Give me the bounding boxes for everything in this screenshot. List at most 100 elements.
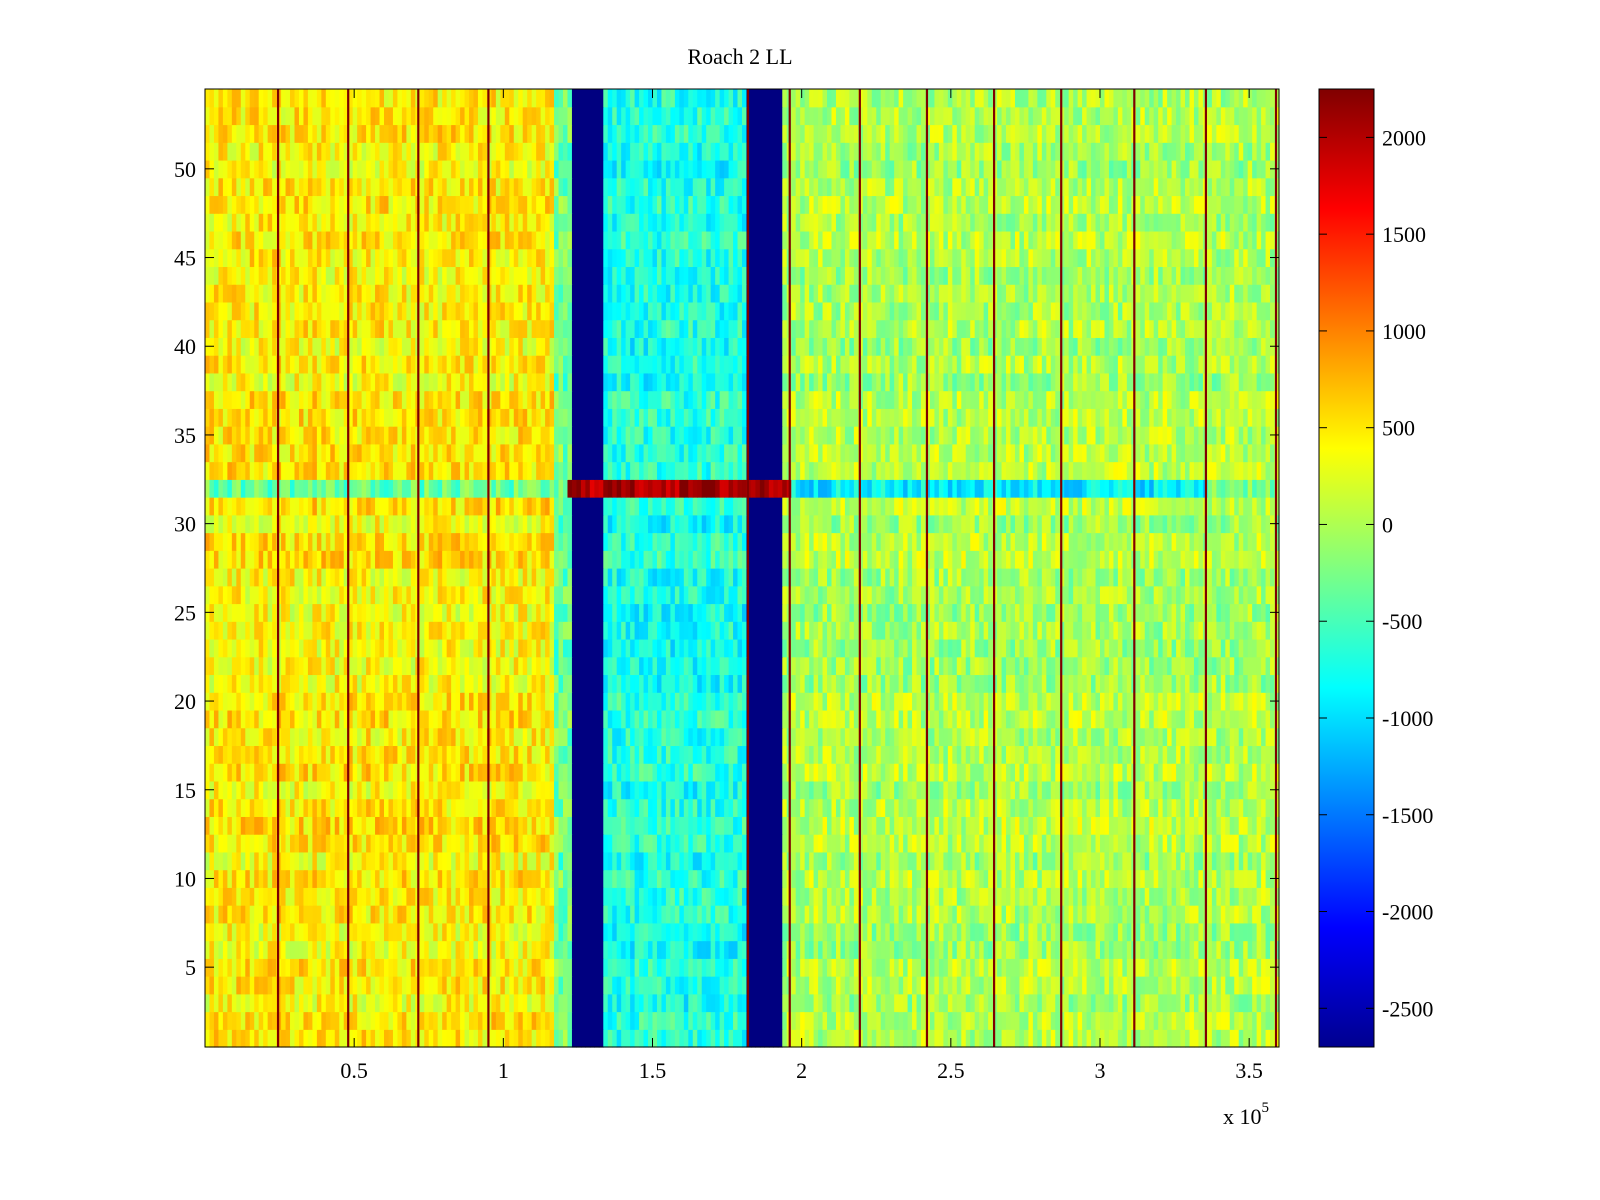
heatmap-cell	[1189, 851, 1195, 871]
heatmap-cell	[921, 834, 927, 853]
heatmap-cell	[460, 745, 466, 764]
heatmap-cell	[661, 674, 667, 693]
heatmap-cell	[509, 780, 515, 800]
heatmap-cell	[1207, 780, 1213, 800]
heatmap-cell	[607, 816, 613, 835]
heatmap-cell	[504, 905, 510, 924]
heatmap-cell	[755, 798, 761, 817]
heatmap-cell	[321, 692, 327, 711]
heatmap-cell	[406, 674, 412, 693]
heatmap-cell	[419, 1029, 425, 1048]
heatmap-cell	[616, 940, 622, 959]
heatmap-cell	[724, 834, 730, 853]
heatmap-cell	[433, 976, 439, 995]
heatmap-cell	[1041, 958, 1047, 977]
heatmap-cell	[536, 816, 542, 835]
heatmap-cell	[795, 940, 801, 959]
heatmap-cell	[460, 905, 466, 924]
heatmap-cell	[885, 798, 891, 817]
heatmap-cell	[1135, 976, 1141, 995]
heatmap-cell	[231, 905, 237, 924]
heatmap-cell	[728, 780, 734, 800]
heatmap-cell	[379, 905, 385, 924]
heatmap-cell	[343, 692, 349, 711]
heatmap-cell	[1180, 692, 1186, 711]
heatmap-cell	[437, 887, 443, 906]
heatmap-cell	[634, 709, 640, 729]
heatmap-cell	[518, 674, 524, 693]
heatmap-cell	[1216, 1029, 1222, 1048]
heatmap-cell	[665, 1011, 671, 1030]
heatmap-cell	[947, 922, 953, 942]
heatmap-cell	[1104, 816, 1110, 835]
heatmap-cell	[840, 958, 846, 977]
heatmap-cell	[482, 976, 488, 995]
heatmap-cell	[384, 763, 390, 782]
heatmap-cell	[755, 674, 761, 693]
heatmap-cell	[1211, 851, 1217, 871]
heatmap-cell	[652, 958, 658, 977]
heatmap-cell	[921, 851, 927, 871]
heatmap-cell	[603, 816, 609, 835]
heatmap-cell	[791, 993, 797, 1013]
heatmap-cell	[1001, 993, 1007, 1013]
heatmap-cell	[209, 816, 215, 835]
heatmap-cell	[567, 887, 573, 906]
heatmap-cell	[661, 798, 667, 817]
heatmap-cell	[352, 993, 358, 1013]
heatmap-cell	[580, 1029, 586, 1048]
heatmap-cell	[849, 1029, 855, 1048]
heatmap-cell	[965, 922, 971, 942]
heatmap-cell	[370, 940, 376, 959]
heatmap-cell	[419, 905, 425, 924]
heatmap-cell	[777, 887, 783, 906]
heatmap-cell	[921, 692, 927, 711]
heatmap-cell	[240, 905, 246, 924]
heatmap-cell	[835, 780, 842, 800]
heatmap-cell	[880, 976, 886, 995]
heatmap-cell	[648, 940, 654, 959]
heatmap-cell	[263, 709, 269, 729]
heatmap-cell	[630, 851, 636, 871]
heatmap-cell	[871, 976, 877, 995]
heatmap-cell	[961, 887, 967, 906]
heatmap-cell	[545, 1029, 551, 1048]
heatmap-cell	[1091, 993, 1097, 1013]
heatmap-cell	[1028, 958, 1034, 977]
heatmap-cell	[401, 816, 407, 835]
heatmap-cell	[339, 834, 345, 853]
heatmap-cell	[446, 709, 452, 729]
heatmap-cell	[831, 940, 837, 959]
heatmap-cell	[1243, 745, 1249, 764]
heatmap-cell	[594, 851, 600, 871]
heatmap-cell	[697, 851, 703, 871]
heatmap-cell	[719, 993, 725, 1013]
heatmap-cell	[1153, 763, 1159, 782]
heatmap-cell	[742, 869, 748, 888]
heatmap-cell	[1055, 834, 1061, 853]
heatmap-cell	[258, 763, 264, 782]
heatmap-cell	[294, 922, 300, 942]
heatmap-cell	[871, 780, 877, 800]
heatmap-cell	[809, 887, 815, 906]
heatmap-cell	[818, 905, 824, 924]
heatmap-cell	[1162, 940, 1168, 959]
heatmap-cell	[536, 905, 542, 924]
heatmap-cell	[339, 780, 345, 800]
heatmap-cell	[1010, 727, 1016, 747]
heatmap-cell	[867, 816, 873, 835]
heatmap-cell	[1135, 940, 1141, 959]
heatmap-cell	[1176, 869, 1182, 888]
heatmap-cell	[473, 976, 479, 995]
heatmap-cell	[724, 851, 730, 871]
heatmap-cell	[997, 709, 1003, 729]
heatmap-cell	[670, 763, 676, 782]
heatmap-cell	[773, 763, 779, 782]
heatmap-cell	[209, 1029, 215, 1048]
heatmap-cell	[867, 887, 873, 906]
heatmap-cell	[715, 709, 721, 729]
heatmap-cell	[267, 727, 273, 747]
heatmap-cell	[692, 727, 698, 747]
heatmap-cell	[330, 834, 336, 853]
heatmap-cell	[621, 798, 627, 817]
